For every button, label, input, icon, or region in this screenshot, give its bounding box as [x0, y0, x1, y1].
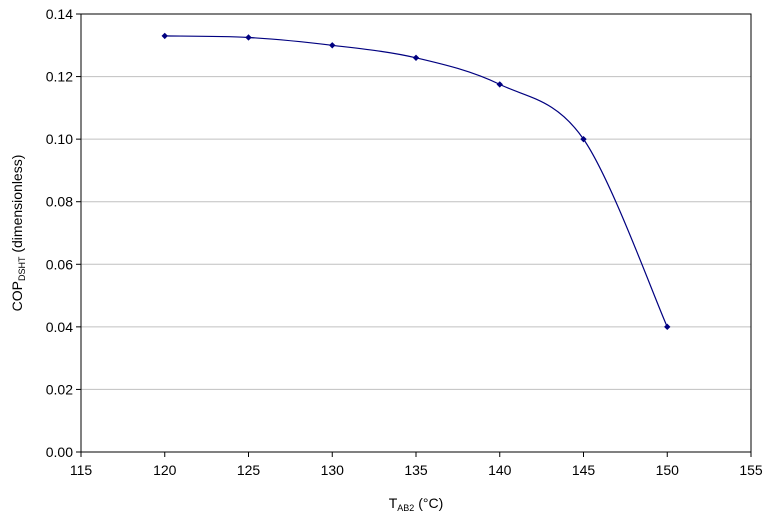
x-tick-label: 120	[153, 462, 177, 478]
y-tick-label: 0.08	[46, 194, 73, 210]
y-tick-label: 0.00	[46, 444, 73, 460]
x-tick-label: 145	[572, 462, 596, 478]
x-tick-label: 130	[321, 462, 345, 478]
y-tick-label: 0.02	[46, 381, 73, 397]
y-axis-title: COPDSHT (dimensionless)	[9, 155, 27, 312]
x-tick-label: 125	[237, 462, 261, 478]
plot-area	[80, 13, 752, 453]
y-axis-title-main: COP	[9, 281, 25, 311]
data-point-marker	[496, 81, 503, 88]
y-tick-label: 0.14	[46, 6, 73, 22]
x-axis: 115 120 125 130 135 140 145 150 155	[70, 452, 763, 478]
x-axis-title: TAB2 (°C)	[389, 495, 444, 513]
y-tick-label: 0.10	[46, 131, 73, 147]
x-tick-label: 115	[70, 462, 93, 478]
x-tick-label: 140	[488, 462, 512, 478]
data-point-marker	[329, 42, 336, 49]
data-points	[161, 32, 671, 331]
data-point-marker	[580, 135, 587, 143]
x-tick-label: 150	[656, 462, 680, 478]
x-axis-title-subscript: AB2	[397, 503, 414, 513]
y-tick-label: 0.12	[46, 69, 73, 85]
x-axis-title-main: T	[389, 495, 398, 511]
data-point-marker	[161, 32, 168, 40]
grid-lines	[81, 76, 751, 390]
data-point-marker	[664, 323, 671, 331]
y-axis-title-suffix: (dimensionless)	[9, 155, 25, 257]
x-axis-title-suffix: (°C)	[414, 495, 443, 511]
y-tick-label: 0.04	[46, 319, 73, 335]
y-axis-title-subscript: DSHT	[17, 256, 27, 281]
data-point-marker	[245, 34, 252, 41]
x-tick-label: 155	[739, 462, 763, 478]
data-point-marker	[412, 54, 420, 61]
y-axis: 0.00 0.02 0.04 0.06 0.08 0.10 0.12 0.14	[46, 6, 81, 460]
series-line	[164, 35, 668, 328]
y-tick-label: 0.06	[46, 256, 73, 272]
x-tick-label: 135	[404, 462, 428, 478]
